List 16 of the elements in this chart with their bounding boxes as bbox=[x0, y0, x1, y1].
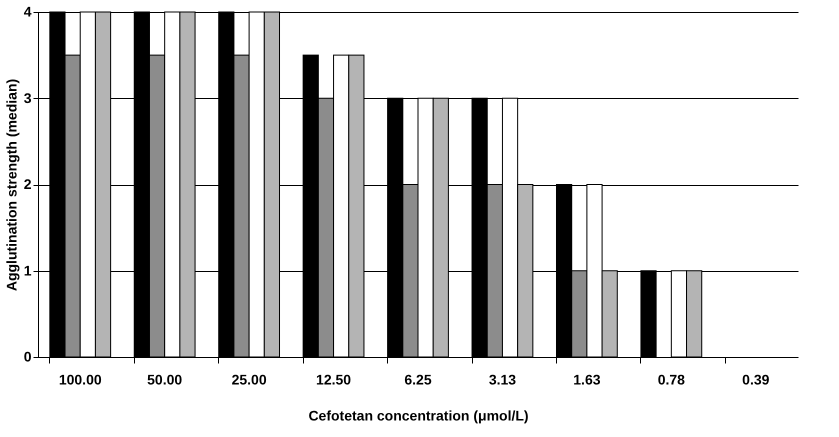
x-tick-label: 25.00 bbox=[232, 372, 267, 388]
y-tick-label: 2 bbox=[24, 176, 32, 192]
y-tick-label: 3 bbox=[24, 90, 32, 106]
y-tick-label: 4 bbox=[24, 4, 32, 20]
x-tick-label: 0.78 bbox=[658, 372, 686, 388]
x-tick-label: 0.39 bbox=[742, 372, 770, 388]
x-tick-label: 50.00 bbox=[147, 372, 182, 388]
x-tick-label: 6.25 bbox=[404, 372, 432, 388]
y-axis-title: Agglutination strength (median) bbox=[4, 78, 20, 292]
x-axis-title: Cefotetan concentration (μmol/L) bbox=[308, 408, 529, 424]
x-tick-label: 100.00 bbox=[58, 372, 102, 388]
x-tick-label: 1.63 bbox=[573, 372, 601, 388]
y-tick-label: 1 bbox=[24, 262, 32, 278]
y-tick-label: 0 bbox=[24, 348, 32, 364]
x-tick-label: 12.50 bbox=[316, 372, 352, 388]
x-tick-label: 3.13 bbox=[488, 372, 516, 388]
